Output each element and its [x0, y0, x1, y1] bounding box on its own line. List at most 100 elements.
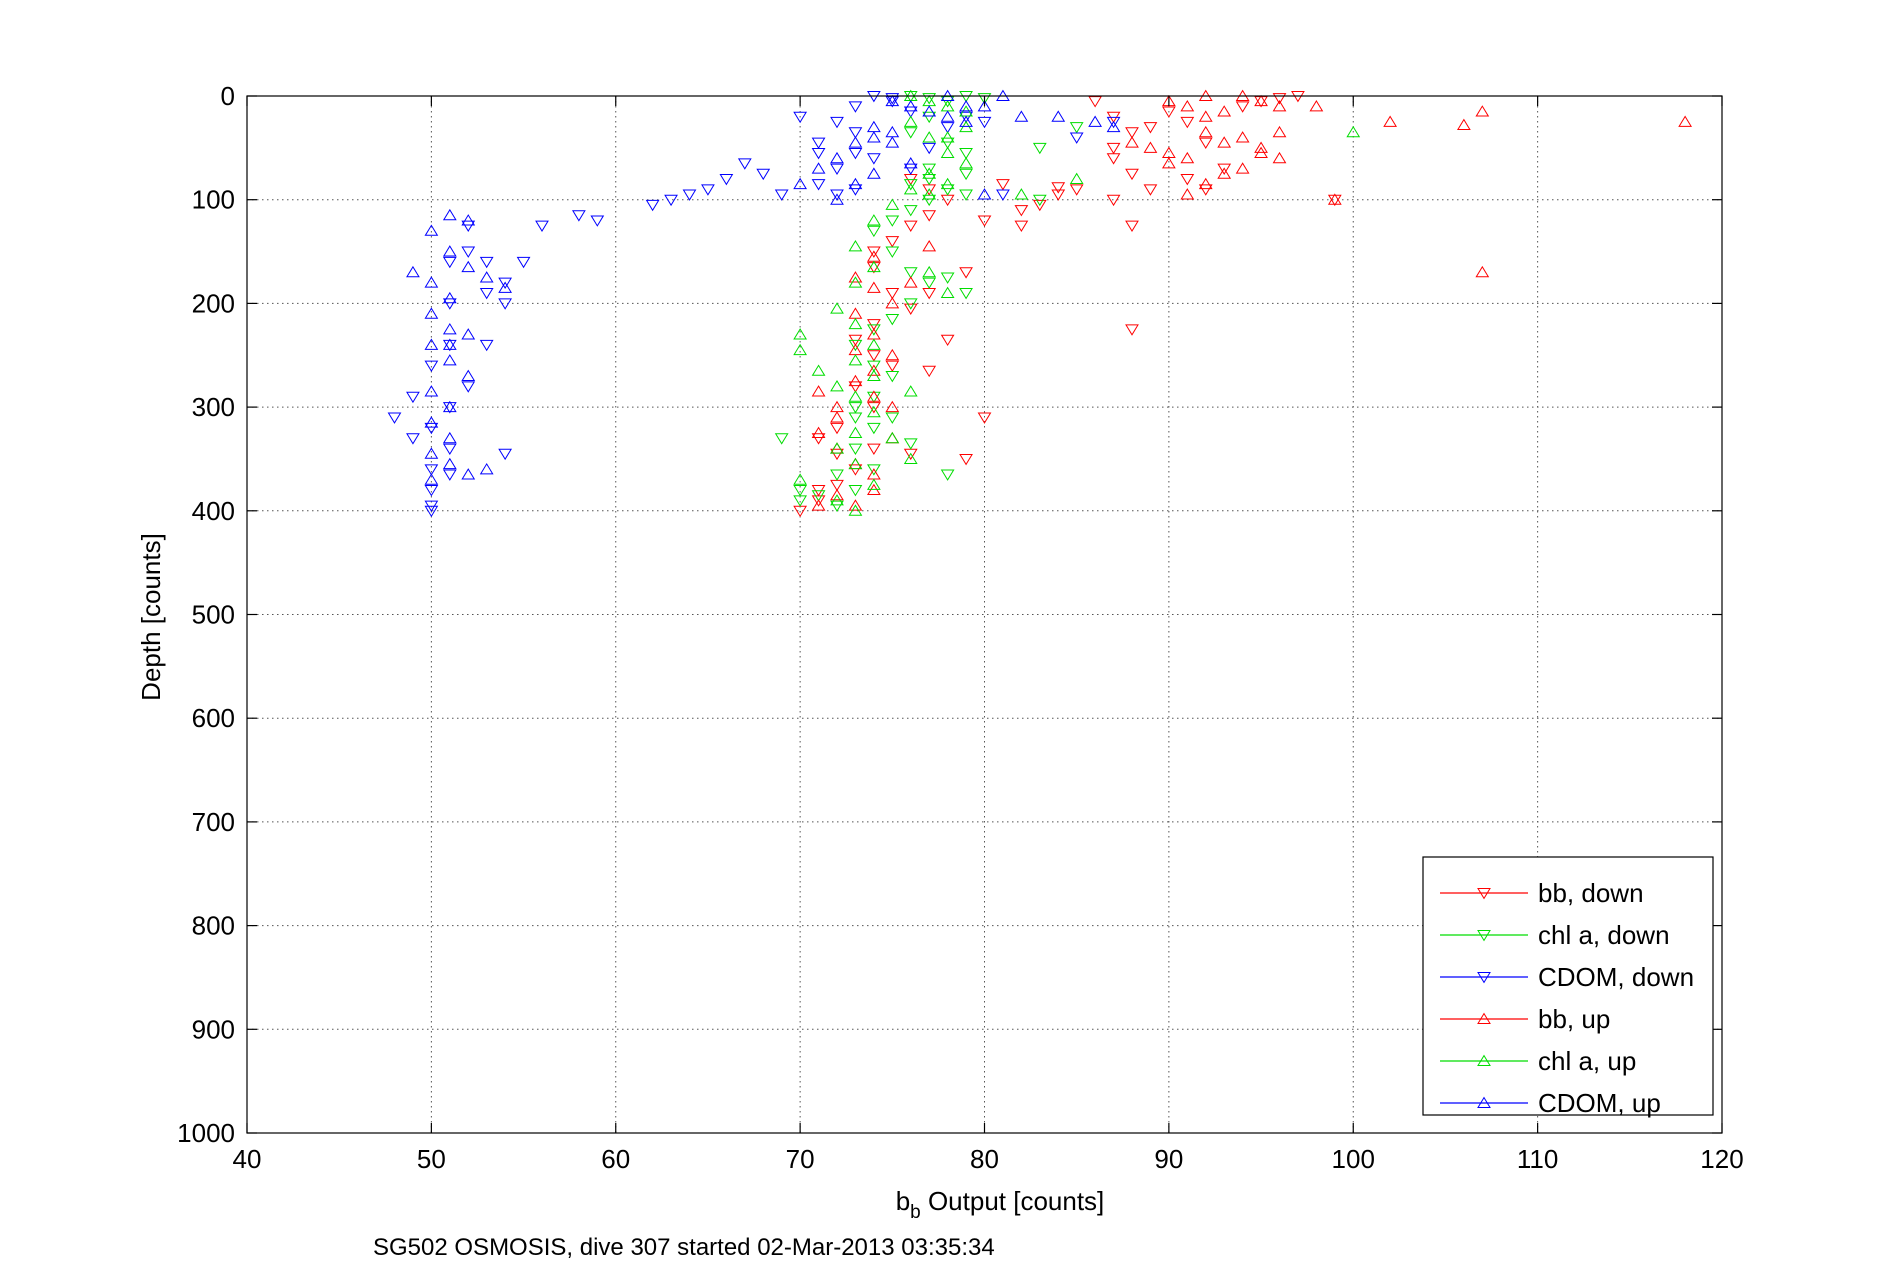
data-point — [903, 205, 918, 217]
data-point — [811, 148, 826, 160]
data-point — [424, 464, 439, 476]
data-point — [903, 220, 918, 232]
y-tick-label: 900 — [192, 1014, 235, 1044]
data-point — [1327, 193, 1342, 205]
data-point — [866, 281, 881, 293]
data-point — [682, 189, 697, 201]
data-point — [922, 163, 937, 175]
data-point — [1272, 100, 1287, 112]
data-point — [830, 411, 844, 423]
data-point — [1106, 194, 1121, 207]
data-point — [940, 96, 955, 108]
series-4 — [793, 89, 1361, 516]
data-point — [737, 158, 752, 170]
data-point — [866, 464, 881, 476]
data-point — [903, 267, 918, 279]
data-point — [461, 220, 476, 232]
data-point — [866, 153, 881, 165]
data-point — [1180, 173, 1195, 186]
data-point — [793, 473, 808, 485]
data-point — [830, 422, 844, 435]
data-point — [922, 277, 937, 290]
data-point — [442, 469, 457, 481]
data-point — [940, 334, 955, 347]
data-point — [830, 442, 844, 454]
data-point — [903, 179, 918, 191]
data-point — [442, 291, 457, 304]
data-point — [1309, 100, 1324, 112]
legend-marker — [1477, 972, 1491, 984]
data-point — [885, 412, 900, 424]
data-point — [442, 245, 457, 257]
data-point — [424, 422, 439, 435]
data-point — [442, 400, 457, 413]
data-point — [516, 256, 531, 269]
data-point — [424, 307, 439, 319]
x-tick-label: 50 — [417, 1144, 446, 1174]
data-point — [1678, 115, 1693, 127]
data-point — [885, 125, 900, 138]
data-point — [885, 236, 900, 248]
legend-label: CDOM, down — [1538, 962, 1694, 992]
data-point — [903, 276, 918, 288]
data-point — [940, 146, 955, 159]
data-point — [866, 324, 881, 336]
y-tick-label: 600 — [192, 703, 235, 733]
data-point — [885, 198, 900, 210]
data-point — [977, 100, 992, 112]
data-point — [903, 438, 918, 450]
data-point — [922, 265, 937, 278]
data-point — [922, 188, 937, 200]
data-point — [811, 364, 826, 376]
data-point — [977, 188, 992, 200]
data-point — [1032, 194, 1047, 207]
data-point — [940, 131, 955, 143]
data-point — [830, 302, 844, 314]
data-point — [1235, 131, 1250, 143]
data-point — [424, 416, 439, 428]
data-point — [903, 385, 918, 397]
data-point — [940, 286, 955, 299]
data-point — [1106, 142, 1121, 155]
data-point — [830, 469, 844, 481]
x-tick-label: 120 — [1700, 1144, 1743, 1174]
data-point — [1014, 110, 1029, 122]
data-point — [479, 462, 494, 475]
y-tick-label: 300 — [192, 392, 235, 422]
legend-marker — [1477, 930, 1491, 942]
data-point — [1198, 177, 1213, 190]
data-point — [1475, 105, 1490, 117]
data-point — [1272, 93, 1287, 105]
data-point — [922, 194, 937, 207]
data-point — [848, 276, 863, 288]
data-point — [590, 215, 605, 227]
data-point — [1161, 106, 1176, 118]
data-point — [922, 105, 937, 117]
legend-marker — [1477, 1054, 1491, 1066]
data-point — [1014, 188, 1029, 200]
data-point — [830, 494, 844, 506]
x-tick-label: 90 — [1154, 1144, 1183, 1174]
data-point — [959, 189, 973, 201]
data-point — [830, 193, 844, 205]
data-point — [848, 184, 863, 196]
data-point — [959, 453, 973, 466]
data-point — [442, 208, 457, 221]
data-point — [848, 101, 863, 113]
data-point — [866, 338, 881, 350]
data-point — [830, 379, 844, 392]
x-tick-label: 100 — [1332, 1144, 1375, 1174]
data-point — [885, 246, 900, 258]
data-point — [848, 402, 863, 414]
data-point — [1032, 199, 1047, 212]
data-point — [848, 390, 863, 402]
data-point — [903, 115, 918, 127]
data-point — [479, 339, 494, 352]
data-point — [811, 495, 826, 507]
data-point — [406, 433, 420, 445]
x-tick-labels: 40 50 60 70 80 90 100 110 120 — [233, 1144, 1744, 1174]
y-tick-label: 100 — [192, 185, 235, 215]
data-point — [1106, 116, 1121, 129]
x-tick-label: 40 — [233, 1144, 262, 1174]
data-point — [442, 443, 457, 455]
